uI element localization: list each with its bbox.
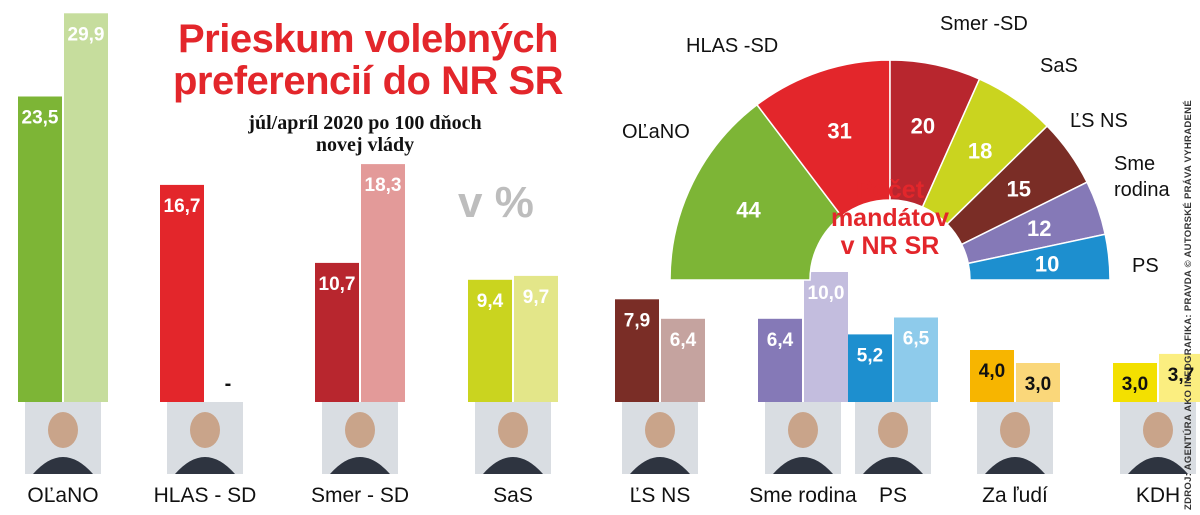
bar-data-label: 3,7 — [1168, 365, 1194, 386]
bar-data-label: 6,4 — [767, 330, 794, 351]
bar-data-label: 6,4 — [670, 330, 697, 351]
bar-data-label: 9,7 — [523, 287, 549, 308]
photos-layer — [25, 402, 1196, 474]
bar — [758, 318, 802, 402]
portrait-face — [498, 412, 528, 448]
portrait-suit — [330, 457, 390, 474]
seat-segment — [669, 103, 843, 281]
bar-data-label-missing: - — [225, 373, 232, 395]
chart-title-line2: preferencií do NR SR — [172, 59, 564, 103]
portrait-face — [1000, 412, 1030, 448]
bar-data-label: 4,0 — [979, 361, 1005, 382]
bar — [970, 350, 1014, 402]
bar — [64, 13, 108, 403]
category-labels-layer: OĽaNO HLAS - SD Smer - SD SaS ĽS NS Sme rodin… — [27, 484, 1180, 507]
seat-party-label: PS — [1132, 255, 1159, 277]
chart-subtitle-line1: júl/apríl 2020 po 100 dňoch — [248, 112, 482, 134]
chart-title-line1: Prieskum volebných — [177, 17, 559, 61]
seat-value-label: 12 — [1027, 216, 1051, 241]
portrait-face — [48, 412, 78, 448]
category-label: OĽaNO — [27, 484, 98, 507]
category-label: KDH — [1136, 484, 1180, 507]
seat-segment — [967, 233, 1111, 281]
portrait-face — [645, 412, 675, 448]
bar — [1113, 363, 1157, 402]
bar-data-label: 10,0 — [808, 283, 845, 304]
portrait-suit — [175, 457, 235, 474]
seat-chart-title: mandátov — [831, 204, 949, 232]
bar — [848, 334, 892, 402]
bar — [615, 299, 659, 402]
bar — [361, 164, 405, 402]
bar — [804, 272, 848, 402]
category-label: PS — [879, 484, 907, 507]
seat-arc-layer: 44 OĽaNO 31 HLAS -SD 20 Smer -SD 18 SaS 15 ĽS NS 1… — [622, 13, 1170, 281]
bar-data-label: 23,5 — [22, 108, 59, 129]
bar — [468, 279, 512, 402]
category-label: Za ľudí — [982, 484, 1048, 507]
category-label: Sme rodina — [749, 484, 857, 507]
seat-party-label: Smer -SD — [940, 13, 1028, 35]
seat-value-label: 15 — [1007, 176, 1031, 201]
bar-data-label: 7,9 — [624, 310, 650, 331]
category-label: ĽS NS — [630, 484, 691, 507]
category-label: HLAS - SD — [154, 484, 257, 507]
seat-party-label: SaS — [1040, 55, 1078, 77]
portrait-face — [1143, 412, 1173, 448]
chart-subtitle: júl/apríl 2020 po 100 dňoch novej vlády — [200, 112, 530, 156]
seat-chart-title: v NR SR — [841, 232, 940, 260]
portrait-face — [345, 412, 375, 448]
bar — [18, 96, 62, 402]
portrait-suit — [33, 457, 93, 474]
chart-subtitle-line2: novej vlády — [315, 134, 415, 156]
seat-value-label: 10 — [1035, 251, 1059, 276]
seat-party-label: OĽaNO — [622, 121, 690, 143]
bar — [160, 184, 204, 402]
seat-value-label: 31 — [827, 118, 851, 143]
seat-chart-title: Počet — [856, 176, 925, 204]
seat-party-label: rodina — [1114, 179, 1170, 201]
seat-value-label: 20 — [911, 113, 935, 138]
seat-value-label: 18 — [968, 138, 992, 163]
bar — [1159, 353, 1200, 402]
portrait-suit — [630, 457, 690, 474]
bars-layer: 23,5 29,9 16,7 - 10,7 18,3 9,4 9,7 7,9 6,4 6,4 10,0… — [18, 13, 1200, 403]
bar — [514, 275, 558, 402]
portrait-face — [190, 412, 220, 448]
portrait-suit — [773, 457, 833, 474]
category-label: SaS — [493, 484, 533, 507]
bar-data-label: 16,7 — [164, 196, 201, 217]
seat-party-label: Sme — [1114, 153, 1155, 175]
portrait-face — [878, 412, 908, 448]
portrait-suit — [483, 457, 543, 474]
portrait-suit — [863, 457, 923, 474]
bar-data-label: 6,5 — [903, 329, 930, 350]
bar-data-label: 3,0 — [1122, 374, 1148, 395]
category-label: Smer - SD — [311, 484, 409, 507]
seat-party-label: ĽS NS — [1070, 110, 1128, 132]
seat-segment — [755, 59, 891, 218]
seat-party-label: HLAS -SD — [686, 35, 778, 57]
source-note: ZDROJ: AGENTÚRA AKO INFOGRAFIKA: PRAVDA … — [1183, 100, 1194, 510]
portrait-suit — [985, 457, 1045, 474]
bar — [315, 262, 359, 402]
bar — [894, 317, 938, 402]
chart-title: Prieskum volebných preferencií do NR SR — [148, 18, 588, 102]
bar-data-label: 18,3 — [365, 175, 402, 196]
portrait-face — [788, 412, 818, 448]
bar-data-label: 9,4 — [477, 291, 504, 312]
bar — [661, 318, 705, 402]
bar-data-label: 29,9 — [68, 24, 105, 45]
seat-value-label: 44 — [736, 198, 761, 223]
bar — [1016, 363, 1060, 402]
portrait-suit — [1128, 457, 1188, 474]
bar-data-label: 3,0 — [1025, 374, 1051, 395]
unit-label: v % — [458, 178, 534, 227]
bar-data-label: 10,7 — [319, 274, 356, 295]
bar-data-label: 5,2 — [857, 345, 883, 366]
